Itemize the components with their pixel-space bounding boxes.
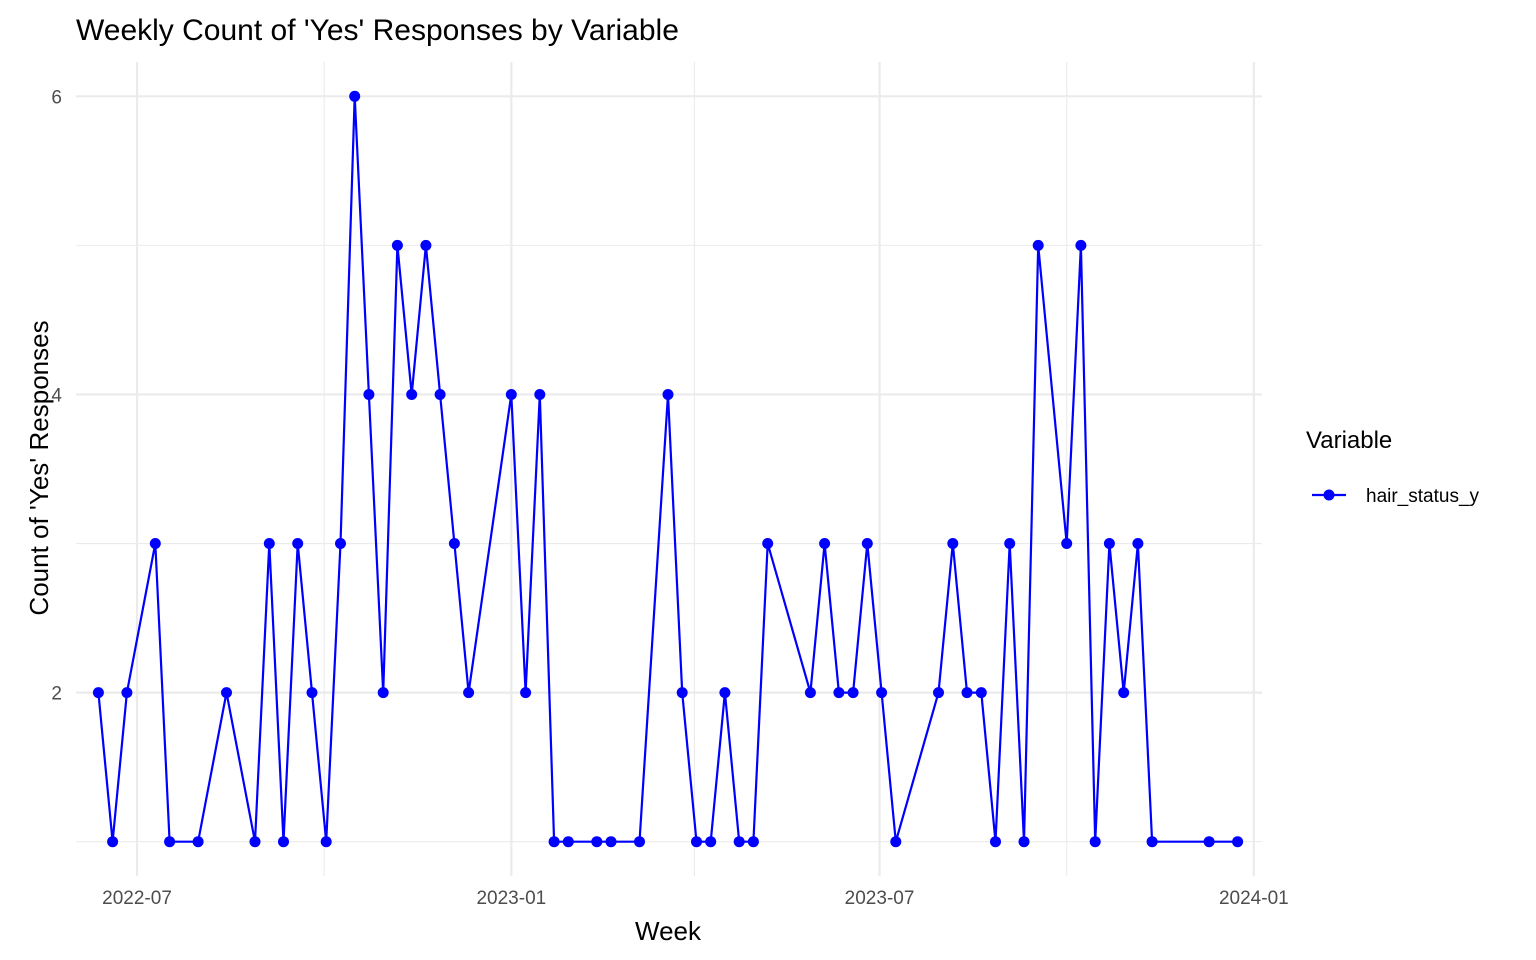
series-layer xyxy=(92,90,1244,848)
data-point xyxy=(975,687,987,699)
data-point xyxy=(747,836,759,848)
data-point xyxy=(634,836,645,848)
data-point xyxy=(1061,538,1073,549)
x-tick-label: 2022-07 xyxy=(102,888,172,909)
data-point xyxy=(306,687,318,699)
data-point xyxy=(876,687,888,699)
data-point xyxy=(990,836,1001,848)
data-point xyxy=(1032,239,1044,251)
data-point xyxy=(448,538,460,549)
data-point xyxy=(961,687,973,699)
y-tick-label: 2 xyxy=(51,684,62,705)
data-point xyxy=(1203,836,1215,848)
x-axis-title: Week xyxy=(635,916,702,946)
data-point xyxy=(391,239,403,251)
data-point xyxy=(833,687,845,699)
data-point xyxy=(1118,687,1130,699)
data-point xyxy=(733,836,745,848)
data-point xyxy=(605,836,617,848)
data-point xyxy=(406,389,418,400)
data-point xyxy=(534,389,546,400)
data-point xyxy=(221,687,232,699)
data-point xyxy=(847,687,859,699)
data-point xyxy=(890,836,902,848)
data-point xyxy=(1018,836,1030,848)
data-point xyxy=(520,687,532,699)
data-point xyxy=(377,687,389,699)
legend-label: hair_status_y xyxy=(1366,486,1480,507)
data-point xyxy=(292,538,304,549)
data-point xyxy=(278,836,289,848)
data-point xyxy=(861,538,873,549)
data-point xyxy=(320,836,332,848)
data-point xyxy=(1132,538,1144,549)
data-point xyxy=(548,836,560,848)
data-point xyxy=(149,538,161,549)
data-point xyxy=(1232,836,1244,848)
data-point xyxy=(933,687,944,699)
data-point xyxy=(505,389,517,400)
data-point xyxy=(164,836,176,848)
data-point xyxy=(420,239,432,251)
legend: Variable hair_status_y xyxy=(1306,427,1480,507)
data-point xyxy=(263,538,275,549)
data-point xyxy=(719,687,731,699)
x-tick-label: 2024-01 xyxy=(1219,888,1289,909)
data-point xyxy=(349,90,361,102)
data-point xyxy=(249,836,261,848)
data-point xyxy=(1146,836,1158,848)
data-point xyxy=(107,836,119,848)
legend-title: Variable xyxy=(1306,427,1392,454)
data-point xyxy=(463,687,475,699)
data-point xyxy=(691,836,702,848)
data-point xyxy=(676,687,688,699)
x-tick-label: 2023-07 xyxy=(845,888,915,909)
data-point xyxy=(1103,538,1115,549)
data-point xyxy=(1075,239,1087,251)
axis-layer: 2 4 6 2022-07 2023-01 2023-07 2024-01 xyxy=(51,87,1288,909)
data-point xyxy=(434,389,446,400)
data-point xyxy=(192,836,204,848)
y-tick-label: 6 xyxy=(51,87,62,108)
data-point xyxy=(1004,538,1016,549)
chart-title: Weekly Count of 'Yes' Responses by Varia… xyxy=(76,14,679,47)
data-point xyxy=(562,836,574,848)
gridlines xyxy=(76,62,1262,876)
data-point xyxy=(662,389,674,400)
data-point xyxy=(705,836,717,848)
legend-key-marker xyxy=(1323,489,1335,501)
y-tick-label: 4 xyxy=(51,385,62,406)
data-point xyxy=(121,687,133,699)
data-point xyxy=(363,389,375,400)
y-axis-title: Count of 'Yes' Responses xyxy=(24,320,54,615)
x-tick-label: 2023-01 xyxy=(476,888,546,909)
data-point xyxy=(591,836,603,848)
data-point xyxy=(804,687,816,699)
data-point xyxy=(1089,836,1101,848)
data-point xyxy=(92,687,104,699)
data-point xyxy=(335,538,346,549)
data-point xyxy=(819,538,831,549)
data-point xyxy=(762,538,774,549)
data-point xyxy=(947,538,959,549)
